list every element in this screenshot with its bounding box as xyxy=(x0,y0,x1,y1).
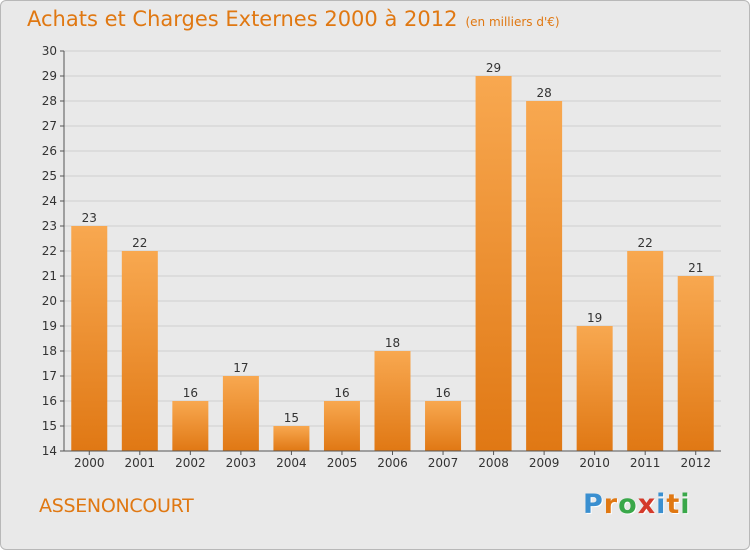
y-tick-label: 19 xyxy=(42,319,57,333)
x-tick-label: 2000 xyxy=(74,456,105,470)
bar-2011 xyxy=(627,251,664,451)
axes xyxy=(63,51,721,452)
bar-2003 xyxy=(222,376,259,451)
y-tick-label: 25 xyxy=(42,169,57,183)
x-tick-label: 2012 xyxy=(680,456,711,470)
bar-2000 xyxy=(71,226,108,451)
y-tick-label: 20 xyxy=(42,294,57,308)
logo-letter: P xyxy=(583,489,604,520)
bar-2010 xyxy=(576,326,613,451)
data-label-2011: 22 xyxy=(638,236,653,250)
logo-letter: x xyxy=(637,489,657,520)
x-axis-ticks: 2000 2001 2002 2003 2004 2005 2006 2007 2008 2009… xyxy=(74,451,711,470)
bars xyxy=(71,76,714,451)
logo-letter: i xyxy=(656,489,667,520)
bar-2008 xyxy=(475,76,512,451)
y-axis-ticks: 14 15 16 17 18 19 20 21 22 23 24 25 26 27 28 29 30 xyxy=(42,44,64,458)
data-label-2007: 16 xyxy=(435,386,450,400)
y-tick-label: 14 xyxy=(42,444,57,458)
bar-2007 xyxy=(425,401,462,451)
bar-2006 xyxy=(374,351,411,451)
x-tick-label: 2006 xyxy=(377,456,408,470)
data-label-2008: 29 xyxy=(486,61,501,75)
y-tick-label: 22 xyxy=(42,244,57,258)
y-tick-label: 17 xyxy=(42,369,57,383)
data-label-2002: 16 xyxy=(183,386,198,400)
logo-letter: r xyxy=(603,489,619,520)
x-tick-label: 2002 xyxy=(175,456,206,470)
y-tick-label: 15 xyxy=(42,419,57,433)
bar-2001 xyxy=(121,251,158,451)
title-row: Achats et Charges Externes 2000 à 2012 (e… xyxy=(27,7,560,31)
logo-letter: o xyxy=(618,489,638,520)
chart-subtitle: (en milliers d'€) xyxy=(465,15,560,29)
data-label-2001: 22 xyxy=(132,236,147,250)
bar-2002 xyxy=(172,401,209,451)
y-tick-label: 21 xyxy=(42,269,57,283)
x-tick-label: 2003 xyxy=(226,456,257,470)
logo-letter: t xyxy=(666,489,681,520)
chart-title: Achats et Charges Externes 2000 à 2012 xyxy=(27,7,458,31)
data-label-2003: 17 xyxy=(233,361,248,375)
logo-letter: i xyxy=(680,489,691,520)
data-label-2010: 19 xyxy=(587,311,602,325)
bar-2012 xyxy=(677,276,714,451)
y-tick-label: 24 xyxy=(42,194,57,208)
bar-2009 xyxy=(526,101,563,451)
y-tick-label: 26 xyxy=(42,144,57,158)
x-tick-label: 2011 xyxy=(630,456,661,470)
town-name: ASSENONCOURT xyxy=(39,495,194,517)
y-tick-label: 18 xyxy=(42,344,57,358)
y-tick-label: 23 xyxy=(42,219,57,233)
x-tick-label: 2007 xyxy=(428,456,459,470)
x-tick-label: 2005 xyxy=(327,456,358,470)
data-label-2009: 28 xyxy=(536,86,551,100)
data-label-2006: 18 xyxy=(385,336,400,350)
x-tick-label: 2001 xyxy=(125,456,156,470)
x-tick-label: 2009 xyxy=(529,456,560,470)
bar-2004 xyxy=(273,426,310,451)
proxiti-logo: Proxiti xyxy=(583,489,691,520)
bar-2005 xyxy=(323,401,360,451)
y-tick-label: 16 xyxy=(42,394,57,408)
y-tick-label: 28 xyxy=(42,94,57,108)
y-tick-label: 30 xyxy=(42,44,57,58)
data-label-2004: 15 xyxy=(284,411,299,425)
x-tick-label: 2010 xyxy=(579,456,610,470)
x-tick-label: 2008 xyxy=(478,456,509,470)
x-tick-label: 2004 xyxy=(276,456,307,470)
y-tick-label: 29 xyxy=(42,69,57,83)
data-label-2012: 21 xyxy=(688,261,703,275)
data-label-2005: 16 xyxy=(334,386,349,400)
data-labels: 23 22 16 17 15 16 18 16 29 28 19 22 21 xyxy=(82,61,704,425)
y-tick-label: 27 xyxy=(42,119,57,133)
data-label-2000: 23 xyxy=(82,211,97,225)
